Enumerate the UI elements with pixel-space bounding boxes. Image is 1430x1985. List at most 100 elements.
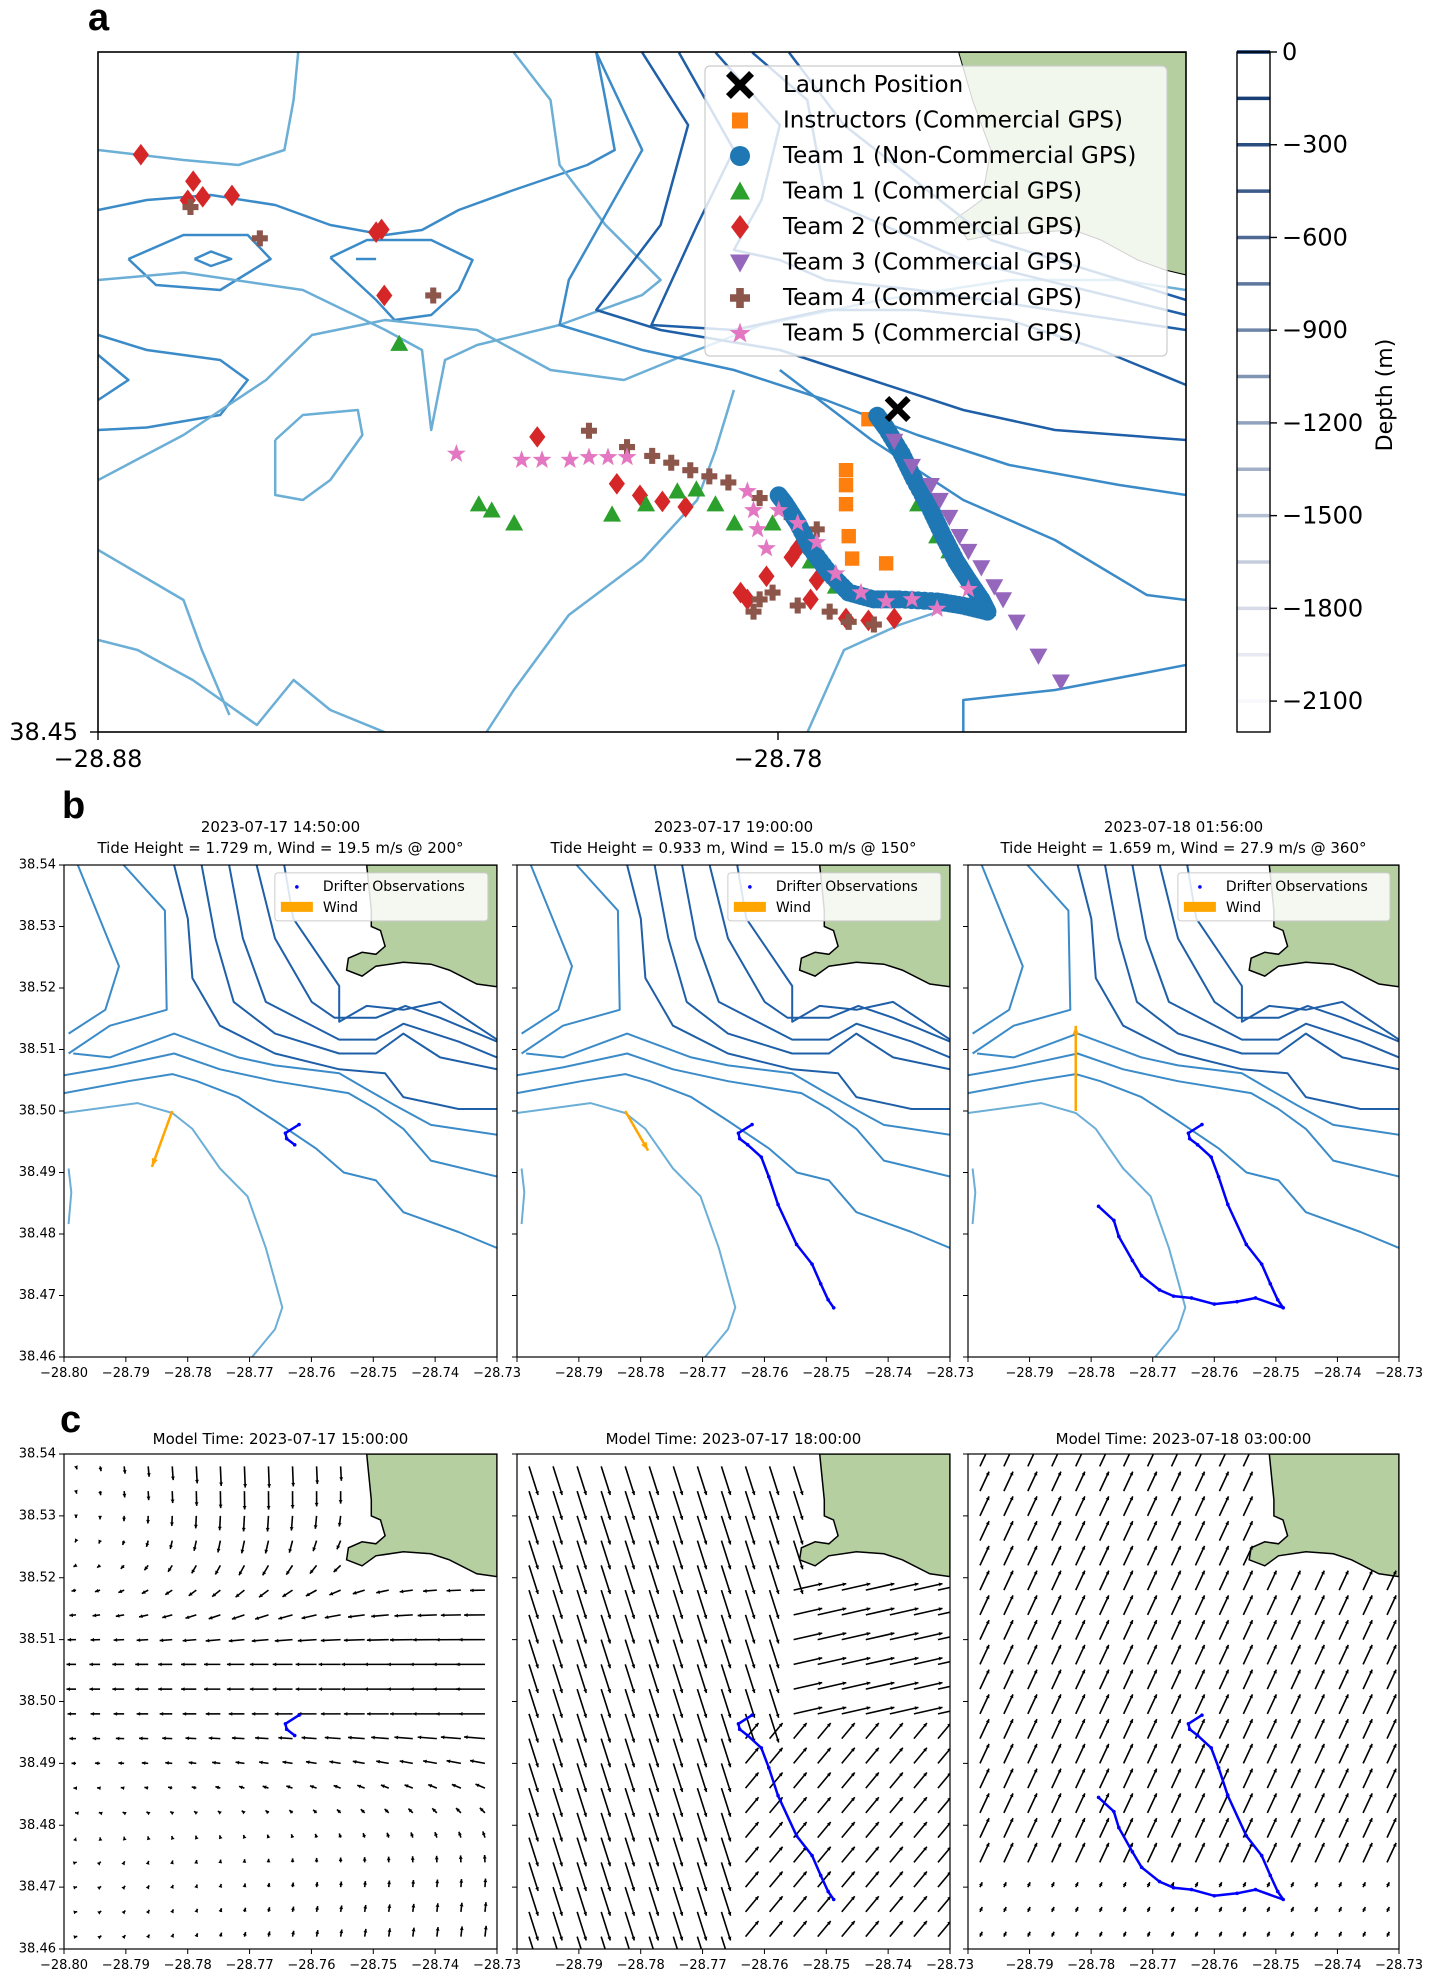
velocity-arrow-head: [158, 1687, 162, 1692]
velocity-arrow-head: [339, 1905, 344, 1910]
velocity-arrow-head: [170, 1860, 174, 1865]
velocity-arrow-head: [387, 1904, 392, 1909]
velocity-arrow-head: [1249, 1743, 1253, 1748]
velocity-arrow-head: [1033, 1471, 1038, 1476]
velocity-arrow-head: [1153, 1471, 1157, 1476]
velocity-arrow-head: [362, 1857, 367, 1861]
drifter-point: [1195, 1143, 1200, 1147]
depth-contour: [67, 1168, 73, 1225]
velocity-arrow: [528, 1515, 539, 1545]
velocity-arrow-head: [535, 1515, 539, 1520]
velocity-arrow-head: [1153, 1818, 1157, 1823]
velocity-arrow-head: [559, 1689, 563, 1693]
x-tick-label: −28.77: [226, 1958, 274, 1973]
velocity-arrow-head: [182, 1711, 187, 1716]
velocity-arrow-head: [1249, 1818, 1253, 1823]
velocity-arrow-head: [1146, 1907, 1151, 1911]
velocity-arrow-head: [301, 1735, 306, 1740]
legend-label: Launch Position: [783, 72, 963, 98]
velocity-arrow: [696, 1639, 708, 1669]
depth-contour: [708, 865, 950, 1043]
data-point: [902, 458, 921, 476]
velocity-arrow-head: [985, 1768, 990, 1773]
velocity-arrow-head: [352, 1590, 357, 1595]
data-point: [644, 447, 661, 464]
velocity-arrow: [1003, 1793, 1014, 1814]
drifter-point: [1186, 1131, 1191, 1135]
velocity-arrow: [624, 1589, 636, 1619]
velocity-arrow: [1027, 1595, 1038, 1616]
velocity-arrow: [841, 1582, 871, 1591]
velocity-arrow-head: [159, 1638, 164, 1643]
velocity-arrow: [865, 1632, 895, 1641]
velocity-arrow: [1122, 1768, 1134, 1789]
velocity-arrow-head: [1122, 1931, 1127, 1936]
velocity-arrow-head: [433, 1662, 437, 1667]
velocity-arrow-head: [92, 1613, 97, 1618]
velocity-arrow: [648, 1911, 660, 1941]
velocity-arrow-head: [1225, 1521, 1229, 1526]
data-point: [223, 184, 241, 207]
velocity-arrow-head: [842, 1706, 847, 1711]
velocity-arrow-head: [1273, 1768, 1277, 1773]
velocity-arrow: [1075, 1793, 1086, 1814]
velocity-arrow-head: [1033, 1595, 1038, 1600]
wind-arrow: [150, 1110, 174, 1168]
velocity-arrow: [1194, 1743, 1206, 1764]
velocity-arrow-head: [559, 1862, 563, 1867]
velocity-arrow-head: [778, 1822, 783, 1826]
velocity-arrow: [672, 1565, 684, 1595]
velocity-arrow-head: [313, 1809, 318, 1814]
velocity-arrow-head: [1081, 1669, 1086, 1674]
velocity-arrow: [841, 1657, 871, 1666]
velocity-arrow: [552, 1589, 563, 1619]
velocity-arrow-head: [703, 1614, 708, 1619]
velocity-arrow: [672, 1837, 684, 1867]
x-tick-label: −28.78: [617, 1366, 665, 1381]
velocity-arrow-head: [775, 1664, 780, 1669]
velocity-arrow-head: [535, 1664, 539, 1669]
velocity-arrow-head: [90, 1637, 95, 1642]
velocity-arrow-head: [357, 1784, 362, 1789]
data-point: [838, 477, 854, 493]
y-tick-label: 38.50: [19, 1104, 56, 1119]
drifter-point: [737, 1136, 742, 1141]
velocity-arrow-head: [1033, 1570, 1038, 1575]
velocity-arrow-head: [242, 1907, 247, 1912]
velocity-arrow: [979, 1842, 990, 1863]
velocity-arrow-head: [963, 1706, 967, 1710]
velocity-arrow-head: [914, 1582, 919, 1587]
y-tick-label: 38.52: [19, 981, 56, 996]
velocity-arrow-head: [1345, 1644, 1349, 1649]
panel-label-a: a: [88, 0, 110, 39]
velocity-arrow: [865, 1582, 895, 1591]
velocity-arrow-head: [985, 1818, 990, 1823]
velocity-arrow: [1242, 1718, 1254, 1739]
velocity-arrow-head: [1194, 1907, 1199, 1911]
depth-contour: [517, 1052, 950, 1178]
velocity-arrow: [552, 1614, 563, 1644]
velocity-arrow-head: [435, 1903, 440, 1908]
velocity-arrow: [792, 1490, 804, 1520]
velocity-arrow-head: [1105, 1595, 1110, 1600]
velocity-arrow-head: [324, 1735, 329, 1740]
velocity-arrow: [1170, 1496, 1182, 1517]
velocity-arrow-head: [1225, 1818, 1229, 1823]
velocity-arrow-head: [751, 1491, 756, 1495]
velocity-arrow-head: [802, 1822, 807, 1826]
velocity-arrow-head: [192, 1546, 197, 1551]
velocity-arrow-head: [1321, 1768, 1325, 1773]
x-tick-label: −28.78: [164, 1366, 212, 1381]
x-tick-label: −28.80: [40, 1366, 88, 1381]
velocity-arrow: [1170, 1471, 1182, 1492]
velocity-arrow-head: [679, 1763, 684, 1768]
velocity-arrow-head: [459, 1879, 464, 1883]
velocity-arrow-head: [1273, 1570, 1277, 1575]
velocity-arrow-head: [559, 1515, 563, 1520]
velocity-arrow: [648, 1787, 660, 1817]
velocity-arrow: [672, 1688, 684, 1718]
data-point: [745, 603, 762, 620]
velocity-arrow-head: [559, 1812, 563, 1817]
